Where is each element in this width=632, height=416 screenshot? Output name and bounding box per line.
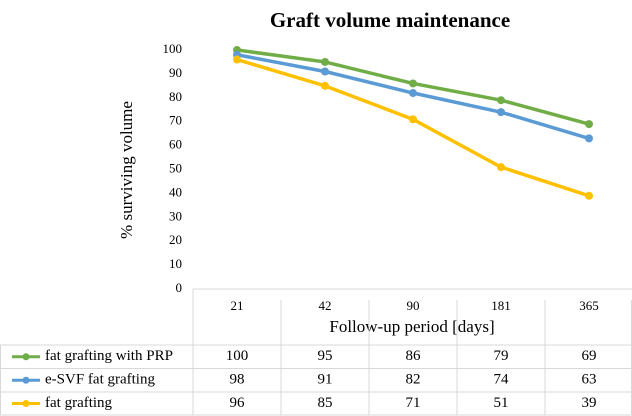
table-cell: 85 <box>318 395 333 411</box>
table-cell: 98 <box>230 372 245 388</box>
x-tick-label: 42 <box>319 298 332 313</box>
y-tick-label: 100 <box>163 41 183 56</box>
data-point <box>321 81 329 90</box>
x-axis-title: Follow-up period [days] <box>329 317 494 336</box>
legend-label: e-SVF fat grafting <box>45 372 155 388</box>
table-cell: 39 <box>582 395 597 411</box>
y-tick-label: 40 <box>169 184 182 199</box>
y-tick-label: 10 <box>169 256 182 271</box>
table-cell: 96 <box>230 395 246 411</box>
y-tick-label: 90 <box>169 65 182 80</box>
data-point <box>497 163 505 172</box>
table-cell: 51 <box>494 395 509 411</box>
data-point <box>409 79 417 88</box>
y-tick-label: 0 <box>176 280 183 295</box>
y-tick-label: 70 <box>169 113 182 128</box>
legend-label: fat grafting <box>45 395 113 411</box>
x-tick-label: 21 <box>231 298 244 313</box>
y-tick-label: 80 <box>169 89 182 104</box>
table-cell: 95 <box>318 348 333 364</box>
data-point <box>497 96 505 105</box>
legend-swatch <box>22 376 30 384</box>
data-point <box>409 115 417 124</box>
table-cell: 79 <box>494 348 509 364</box>
data-point <box>585 120 593 129</box>
data-point <box>585 134 593 143</box>
table-cell: 86 <box>406 348 422 364</box>
y-tick-label: 60 <box>169 137 182 152</box>
legend-swatch <box>22 353 30 361</box>
legend-label: fat grafting with PRP <box>45 348 173 364</box>
data-point <box>233 55 241 64</box>
chart-title: Graft volume maintenance <box>270 8 510 32</box>
data-point <box>321 67 329 76</box>
table-cell: 71 <box>406 395 421 411</box>
data-point <box>409 89 417 98</box>
y-tick-label: 50 <box>169 160 182 175</box>
x-tick-label: 365 <box>579 298 599 313</box>
x-tick-label: 90 <box>407 298 420 313</box>
table-cell: 100 <box>226 348 249 364</box>
data-point <box>585 191 593 200</box>
y-axis-title: % surviving volume <box>117 101 136 239</box>
data-point <box>497 108 505 117</box>
x-tick-label: 181 <box>491 298 511 313</box>
table-cell: 63 <box>582 372 597 388</box>
table-cell: 82 <box>406 372 421 388</box>
y-tick-label: 20 <box>169 232 182 247</box>
table-cell: 74 <box>494 372 510 388</box>
y-tick-label: 30 <box>169 208 182 223</box>
table-cell: 69 <box>582 348 597 364</box>
legend-swatch <box>22 400 30 407</box>
table-cell: 91 <box>318 372 333 388</box>
data-point <box>321 57 329 66</box>
